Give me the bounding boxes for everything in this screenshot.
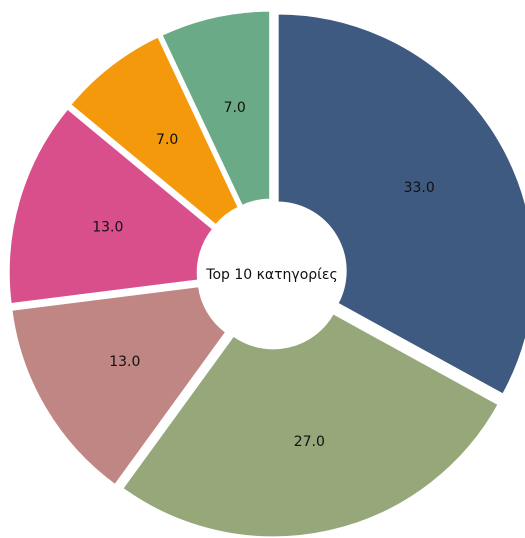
slice-2[interactable] [9,283,229,488]
chart-title: Top 10 κατηγορίες [205,267,337,283]
slice-5[interactable] [158,8,273,209]
slice-1[interactable] [119,310,502,538]
data-label-4: 7.0 [156,132,178,148]
data-label-3: 13.0 [92,219,123,235]
data-label-0: 33.0 [404,180,435,196]
slice-0[interactable] [275,11,525,398]
data-label-2: 13.0 [109,354,140,370]
data-label-1: 27.0 [294,434,325,450]
slices-group [6,8,525,538]
labels-group: 33.0 27.0 13.0 13.0 7.0 7.0 [92,100,435,450]
data-label-5: 7.0 [224,100,246,116]
slice-4[interactable] [67,33,242,229]
slice-3[interactable] [6,105,216,307]
